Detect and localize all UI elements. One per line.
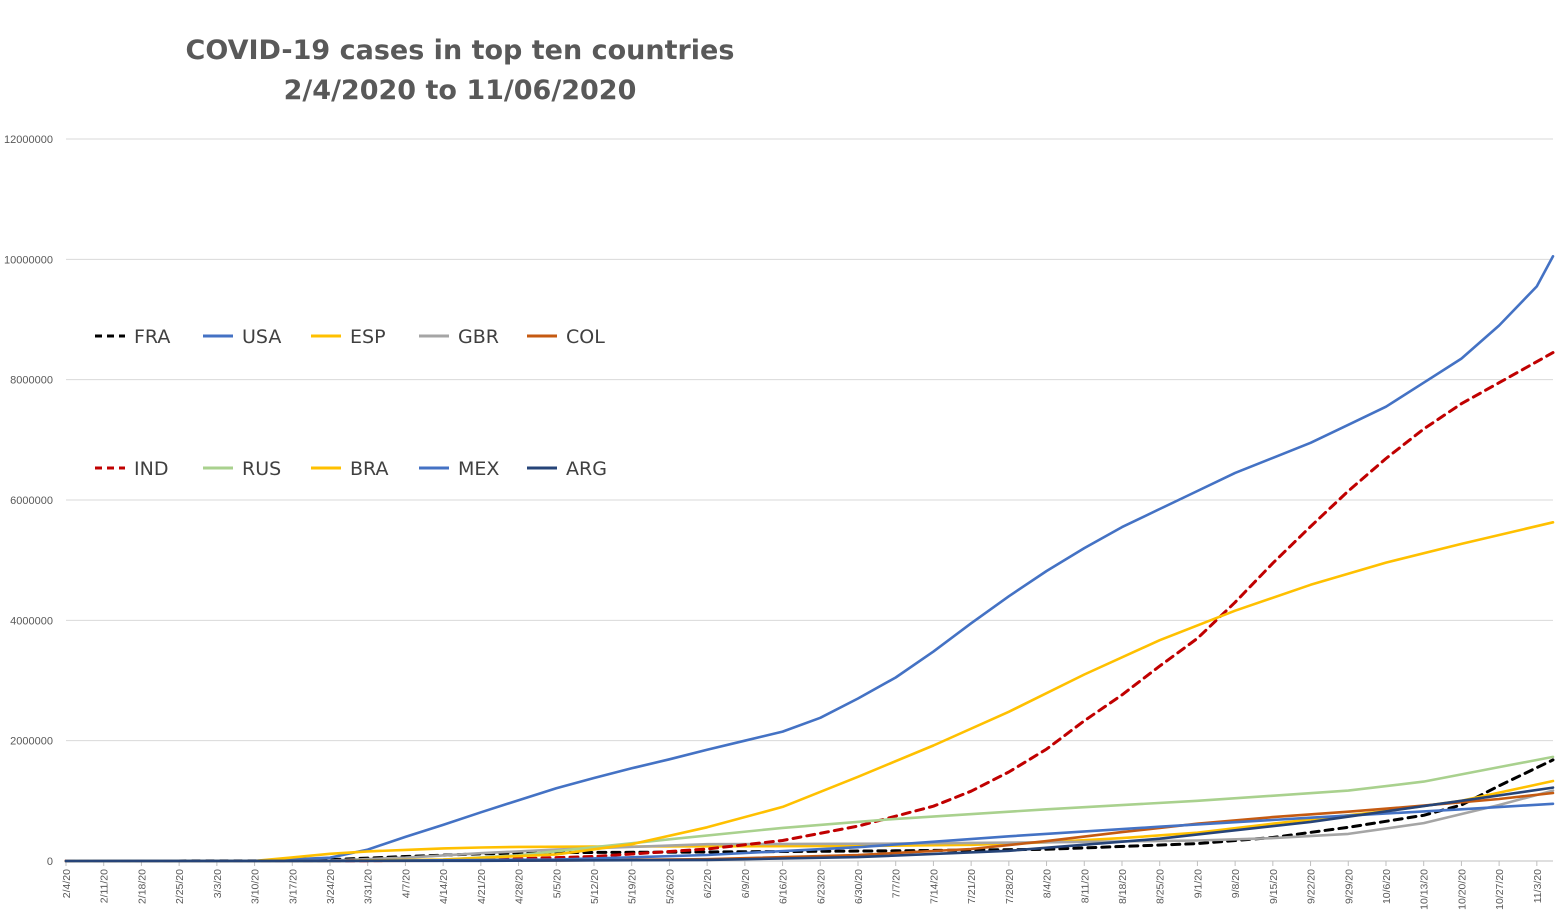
series-line-bra bbox=[64, 520, 1555, 863]
x-tick-label: 5/5/20 bbox=[551, 869, 563, 898]
x-tick-label: 7/21/20 bbox=[966, 869, 978, 904]
x-tick-label: 4/21/20 bbox=[476, 869, 488, 904]
x-tick-label: 9/8/20 bbox=[1230, 869, 1242, 898]
x-tick-label: 7/7/20 bbox=[891, 869, 903, 898]
x-tick-label: 6/2/20 bbox=[702, 869, 714, 898]
series-line-ind bbox=[64, 351, 1555, 863]
x-tick-label: 5/12/20 bbox=[589, 869, 601, 904]
legend-label-esp: ESP bbox=[350, 326, 386, 348]
x-tick-label: 5/19/20 bbox=[627, 869, 639, 904]
x-tick-label: 3/10/20 bbox=[250, 869, 262, 904]
x-tick-label: 4/14/20 bbox=[438, 869, 450, 904]
x-tick-label: 3/17/20 bbox=[287, 869, 299, 904]
x-tick-label: 5/26/20 bbox=[664, 869, 676, 904]
x-tick-label: 10/6/20 bbox=[1381, 869, 1393, 904]
y-tick-label: 8000000 bbox=[10, 375, 53, 387]
y-tick-label: 0 bbox=[47, 856, 53, 868]
chart-title: COVID-19 cases in top ten countries bbox=[186, 35, 735, 66]
legend-label-fra: FRA bbox=[134, 326, 170, 348]
x-tick-label: 11/3/20 bbox=[1532, 869, 1544, 903]
x-tick-label: 10/13/20 bbox=[1419, 869, 1431, 910]
x-tick-label: 3/31/20 bbox=[363, 869, 375, 904]
x-tick-label: 8/4/20 bbox=[1042, 869, 1054, 898]
series-lines bbox=[64, 254, 1555, 863]
chart-subtitle: 2/4/2020 to 11/06/2020 bbox=[284, 75, 637, 106]
y-tick-label: 6000000 bbox=[10, 495, 53, 507]
y-axis-ticks: 0 2000000 4000000 6000000 8000000 10000000 120… bbox=[4, 134, 53, 868]
x-tick-label: 8/25/20 bbox=[1155, 869, 1167, 904]
x-tick-label: 2/11/20 bbox=[99, 869, 111, 903]
x-tick-label: 8/18/20 bbox=[1117, 869, 1129, 904]
y-tick-label: 4000000 bbox=[10, 615, 53, 627]
x-tick-label: 7/28/20 bbox=[1004, 869, 1016, 904]
x-tick-label: 8/11/20 bbox=[1079, 869, 1091, 903]
x-tick-label: 10/27/20 bbox=[1494, 869, 1506, 910]
x-tick-label: 9/15/20 bbox=[1268, 869, 1280, 904]
x-tick-label: 6/30/20 bbox=[853, 869, 865, 904]
legend-label-col: COL bbox=[566, 326, 605, 348]
series-line-usa bbox=[64, 254, 1555, 863]
gridlines bbox=[66, 138, 1553, 862]
legend-label-mex: MEX bbox=[458, 458, 499, 480]
legend-label-usa: USA bbox=[242, 326, 281, 348]
x-tick-label: 9/1/20 bbox=[1192, 869, 1204, 898]
legend-label-bra: BRA bbox=[350, 458, 388, 480]
legend-label-rus: RUS bbox=[242, 458, 281, 480]
y-tick-label: 12000000 bbox=[4, 134, 53, 146]
x-tick-label: 2/18/20 bbox=[136, 869, 148, 904]
y-tick-label: 2000000 bbox=[10, 736, 53, 748]
x-tick-label: 6/9/20 bbox=[740, 869, 752, 898]
x-tick-label: 6/16/20 bbox=[778, 869, 790, 904]
x-tick-label: 9/29/20 bbox=[1343, 869, 1355, 904]
x-tick-label: 6/23/20 bbox=[815, 869, 827, 904]
legend-label-gbr: GBR bbox=[458, 326, 499, 348]
x-tick-label: 2/25/20 bbox=[174, 869, 186, 904]
y-tick-label: 10000000 bbox=[4, 254, 53, 266]
x-tick-label: 7/14/20 bbox=[928, 869, 940, 904]
legend-label-arg: ARG bbox=[566, 458, 607, 480]
x-tick-label: 4/28/20 bbox=[514, 869, 526, 904]
x-tick-label: 2/4/20 bbox=[61, 869, 73, 898]
legend-label-ind: IND bbox=[134, 458, 168, 480]
x-tick-label: 3/3/20 bbox=[212, 869, 224, 898]
x-tick-label: 10/20/20 bbox=[1456, 869, 1468, 910]
x-axis-ticks: 2/4/20 2/11/20 2/18/20 2/25/20 3/3/20 3/10/20… bbox=[61, 861, 1544, 910]
x-tick-label: 4/7/20 bbox=[400, 869, 412, 898]
x-tick-label: 9/22/20 bbox=[1306, 869, 1318, 904]
x-tick-label: 3/24/20 bbox=[325, 869, 337, 904]
series-line-arg bbox=[64, 786, 1555, 863]
legend: FRA USA ESP GBR COL IND RUS BRA MEX ARG bbox=[95, 326, 607, 480]
